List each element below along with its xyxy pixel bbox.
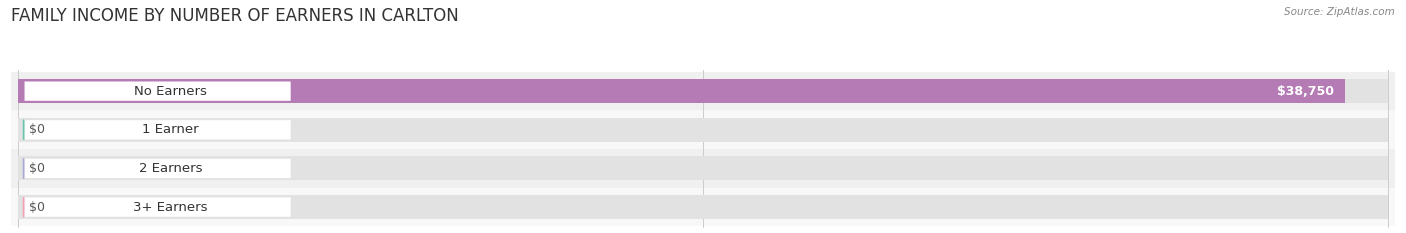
Bar <box>18 195 1388 219</box>
Bar <box>4 110 1406 149</box>
Bar <box>18 157 1388 180</box>
Bar <box>18 118 1388 142</box>
Text: $0: $0 <box>30 162 45 175</box>
Text: $0: $0 <box>30 201 45 214</box>
Text: 3+ Earners: 3+ Earners <box>134 201 208 214</box>
Text: Source: ZipAtlas.com: Source: ZipAtlas.com <box>1284 7 1395 17</box>
FancyBboxPatch shape <box>24 82 291 101</box>
FancyBboxPatch shape <box>24 120 291 140</box>
Bar <box>4 188 1406 226</box>
Bar <box>18 79 1388 103</box>
Bar <box>4 72 1406 110</box>
FancyBboxPatch shape <box>24 159 291 178</box>
Text: $38,750: $38,750 <box>1277 85 1334 98</box>
FancyBboxPatch shape <box>24 197 291 217</box>
Text: 2 Earners: 2 Earners <box>139 162 202 175</box>
Text: FAMILY INCOME BY NUMBER OF EARNERS IN CARLTON: FAMILY INCOME BY NUMBER OF EARNERS IN CA… <box>11 7 458 25</box>
Bar <box>18 79 1346 103</box>
Text: 1 Earner: 1 Earner <box>142 123 198 136</box>
Bar <box>4 149 1406 188</box>
Text: $0: $0 <box>30 123 45 136</box>
Text: No Earners: No Earners <box>134 85 207 98</box>
